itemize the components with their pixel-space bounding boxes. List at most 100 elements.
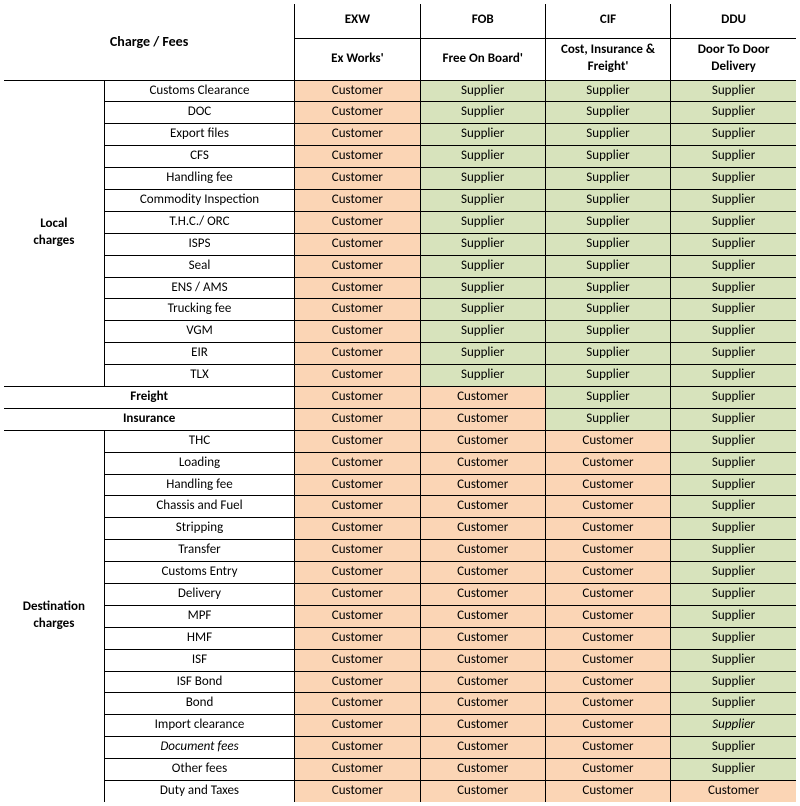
table-row: TransferCustomerCustomerCustomerSupplier [4,540,796,562]
data-cell: Supplier [671,102,796,124]
table-row: ISF BondCustomerCustomerCustomerSupplier [4,671,796,693]
data-cell: Supplier [545,168,670,190]
row-label-insurance: Insurance [4,408,295,430]
data-cell: Supplier [671,518,796,540]
data-cell: Customer [295,365,420,387]
data-cell: Supplier [420,233,545,255]
data-cell: Customer [545,605,670,627]
data-cell: Customer [295,518,420,540]
row-label: VGM [104,321,294,343]
table-row: MPFCustomerCustomerCustomerSupplier [4,605,796,627]
row-label: Customs Clearance [104,80,294,102]
row-label: HMF [104,627,294,649]
data-cell: Customer [295,759,420,781]
row-label: Stripping [104,518,294,540]
data-cell: Customer [295,737,420,759]
row-label: Document fees [104,737,294,759]
data-cell: Supplier [671,386,796,408]
table-row: VGMCustomerSupplierSupplierSupplier [4,321,796,343]
data-cell: Customer [420,627,545,649]
table-row: DeliveryCustomerCustomerCustomerSupplier [4,583,796,605]
row-label: Customs Entry [104,562,294,584]
row-label: CFS [104,146,294,168]
data-cell: Customer [295,189,420,211]
data-cell: Customer [545,430,670,452]
data-cell: Customer [295,693,420,715]
data-cell: Supplier [545,277,670,299]
data-cell: Supplier [671,474,796,496]
data-cell: Customer [295,408,420,430]
data-cell: Customer [295,540,420,562]
table-row-insurance: InsuranceCustomerCustomerSupplierSupplie… [4,408,796,430]
data-cell: Customer [295,124,420,146]
col-code-cif: CIF [545,4,670,38]
row-label: Chassis and Fuel [104,496,294,518]
data-cell: Customer [295,211,420,233]
table-row: LocalchargesCustoms ClearanceCustomerSup… [4,80,796,102]
row-label-freight: Freight [4,386,295,408]
data-cell: Supplier [545,299,670,321]
data-cell: Customer [295,583,420,605]
col-code-exw: EXW [295,4,420,38]
data-cell: Supplier [671,540,796,562]
table-row: BondCustomerCustomerCustomerSupplier [4,693,796,715]
data-cell: Supplier [420,124,545,146]
data-cell: Customer [671,781,796,802]
data-cell: Customer [295,233,420,255]
data-cell: Supplier [420,255,545,277]
data-cell: Supplier [671,583,796,605]
data-cell: Supplier [545,102,670,124]
data-cell: Customer [545,671,670,693]
data-cell: Customer [420,649,545,671]
row-label: ISPS [104,233,294,255]
table-row: Handling feeCustomerSupplierSupplierSupp… [4,168,796,190]
data-cell: Customer [295,321,420,343]
table-row: DestinationchargesTHCCustomerCustomerCus… [4,430,796,452]
table-row: TLXCustomerSupplierSupplierSupplier [4,365,796,387]
table-row: EIRCustomerSupplierSupplierSupplier [4,343,796,365]
data-cell: Supplier [545,343,670,365]
data-cell: Customer [295,102,420,124]
data-cell: Customer [420,540,545,562]
row-label: Loading [104,452,294,474]
data-cell: Customer [545,474,670,496]
table-row: ENS / AMSCustomerSupplierSupplierSupplie… [4,277,796,299]
data-cell: Supplier [545,211,670,233]
data-cell: Customer [420,452,545,474]
table-row: Chassis and FuelCustomerCustomerCustomer… [4,496,796,518]
data-cell: Supplier [671,496,796,518]
data-cell: Supplier [671,124,796,146]
col-full-fob: Free On Board' [420,38,545,80]
data-cell: Customer [420,496,545,518]
table-row: Handling feeCustomerCustomerCustomerSupp… [4,474,796,496]
data-cell: Customer [295,343,420,365]
data-cell: Customer [295,80,420,102]
data-cell: Customer [295,781,420,802]
data-cell: Customer [295,386,420,408]
data-cell: Customer [295,605,420,627]
data-cell: Customer [420,605,545,627]
data-cell: Supplier [420,277,545,299]
group-label-local: Localcharges [4,80,104,386]
table-row: StrippingCustomerCustomerCustomerSupplie… [4,518,796,540]
data-cell: Supplier [671,80,796,102]
data-cell: Supplier [671,343,796,365]
data-cell: Customer [295,715,420,737]
data-cell: Customer [545,627,670,649]
table-row: ISPSCustomerSupplierSupplierSupplier [4,233,796,255]
charge-fees-header: Charge / Fees [4,4,295,80]
data-cell: Supplier [545,80,670,102]
col-code-fob: FOB [420,4,545,38]
row-label: Transfer [104,540,294,562]
data-cell: Customer [420,562,545,584]
table-body: LocalchargesCustoms ClearanceCustomerSup… [4,80,796,802]
row-label: EIR [104,343,294,365]
data-cell: Supplier [545,146,670,168]
data-cell: Supplier [420,102,545,124]
data-cell: Supplier [671,715,796,737]
data-cell: Customer [545,496,670,518]
col-full-exw: Ex Works' [295,38,420,80]
row-label: Handling fee [104,474,294,496]
data-cell: Customer [545,737,670,759]
table-row: Trucking feeCustomerSupplierSupplierSupp… [4,299,796,321]
